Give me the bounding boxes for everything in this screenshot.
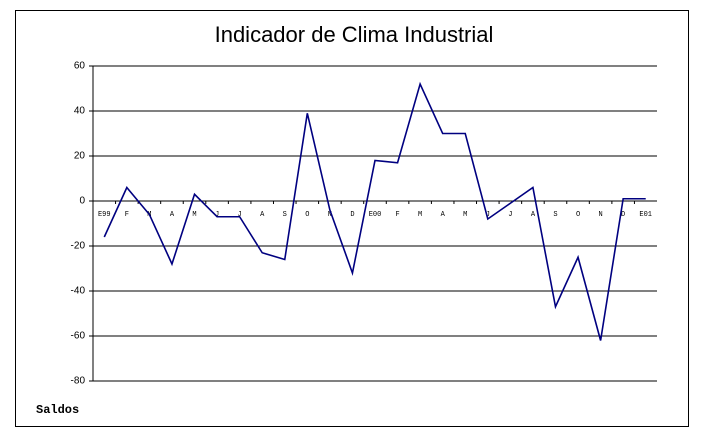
y-tick-label: 0 — [79, 196, 85, 207]
y-tick-label: 40 — [74, 106, 86, 117]
x-tick-label: M — [463, 211, 467, 219]
chart-title: Indicador de Clima Industrial — [215, 22, 494, 47]
y-tick-label: -80 — [71, 376, 86, 387]
y-tick-label: -60 — [71, 331, 86, 342]
x-tick-label: E99 — [98, 211, 111, 219]
chart-frame — [15, 10, 689, 427]
x-tick-label: F — [125, 211, 129, 219]
x-tick-label: O — [305, 211, 309, 219]
x-tick-label: M — [418, 211, 422, 219]
y-tick-label: -20 — [71, 241, 86, 252]
x-tick-label: O — [576, 211, 580, 219]
x-tick-label: J — [215, 211, 219, 219]
x-tick-label: S — [553, 211, 557, 219]
series-line — [103, 81, 646, 341]
series-label: Saldos — [36, 403, 79, 417]
x-tick-label: A — [260, 211, 265, 219]
x-tick-label: M — [192, 211, 196, 219]
x-tick-label: J — [508, 211, 512, 219]
x-tick-label: E01 — [639, 211, 652, 219]
x-tick-label: A — [531, 211, 536, 219]
x-tick-label: J — [486, 211, 490, 219]
y-tick-label: 20 — [74, 151, 86, 162]
x-tick-label: A — [441, 211, 446, 219]
x-tick-label: E00 — [369, 211, 382, 219]
x-tick-label: D — [350, 211, 354, 219]
x-tick-label: N — [328, 211, 332, 219]
x-tick-label: A — [170, 211, 175, 219]
x-tick-label: N — [598, 211, 602, 219]
x-tick-label: J — [238, 211, 242, 219]
x-tick-label: S — [283, 211, 287, 219]
y-tick-label: -40 — [71, 286, 86, 297]
x-tick-label: F — [395, 211, 399, 219]
y-tick-label: 60 — [74, 61, 86, 72]
x-tick-label: D — [621, 211, 625, 219]
